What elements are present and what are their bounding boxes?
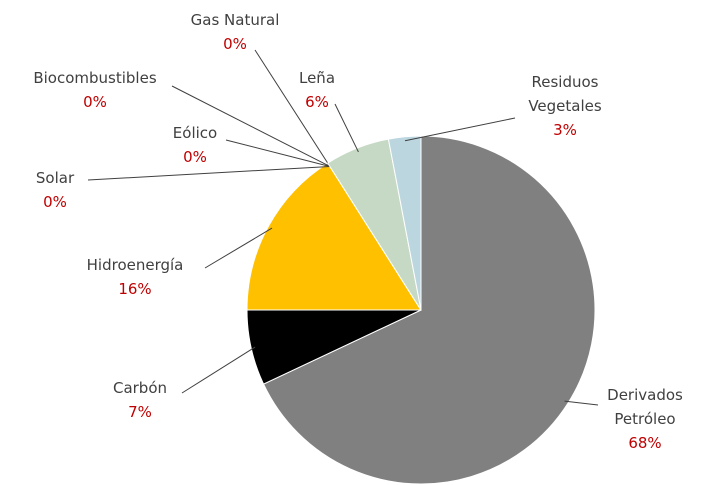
leader-line <box>204 227 273 269</box>
category-label: Carbón <box>112 379 168 397</box>
leader-line <box>254 49 331 167</box>
leader-line <box>171 85 331 167</box>
leader-line <box>87 165 330 181</box>
pie-slice <box>262 135 596 485</box>
slice-label: Hidroenergía 16% <box>87 253 184 301</box>
category-label: Solar <box>35 169 75 187</box>
value-label: 6% <box>305 93 329 111</box>
slice-label: Leña 6% <box>299 66 335 114</box>
slice-label: Residuos Vegetales 3% <box>505 70 625 142</box>
leader-line <box>225 139 331 167</box>
value-label: 0% <box>183 148 207 166</box>
category-label: Leña <box>298 69 336 87</box>
value-label: 16% <box>118 280 152 298</box>
category-label: Eólico <box>172 124 218 142</box>
slice-label: Biocombustibles 0% <box>33 66 156 114</box>
value-label: 68% <box>628 434 662 452</box>
slice-label: Solar 0% <box>36 166 74 214</box>
value-label: 7% <box>128 403 152 421</box>
value-label: 0% <box>43 193 67 211</box>
pie-slice <box>387 135 422 311</box>
category-label: Gas Natural <box>190 11 280 29</box>
leader-line <box>334 103 359 153</box>
category-label: Biocombustibles <box>33 69 157 87</box>
slice-label: Carbón 7% <box>113 376 167 424</box>
value-label: 0% <box>223 35 247 53</box>
category-label: Derivados Petróleo <box>607 386 683 428</box>
pie-slice <box>246 162 422 311</box>
slice-label: Derivados Petróleo 68% <box>590 383 700 455</box>
slice-label: Eólico 0% <box>173 121 217 169</box>
category-label: Hidroenergía <box>86 256 184 274</box>
leader-line <box>404 117 516 142</box>
value-label: 0% <box>83 93 107 111</box>
slice-label: Gas Natural 0% <box>191 8 280 56</box>
category-label: Residuos Vegetales <box>528 73 602 115</box>
value-label: 3% <box>553 121 577 139</box>
leader-line <box>564 400 599 406</box>
leader-line <box>181 346 256 394</box>
